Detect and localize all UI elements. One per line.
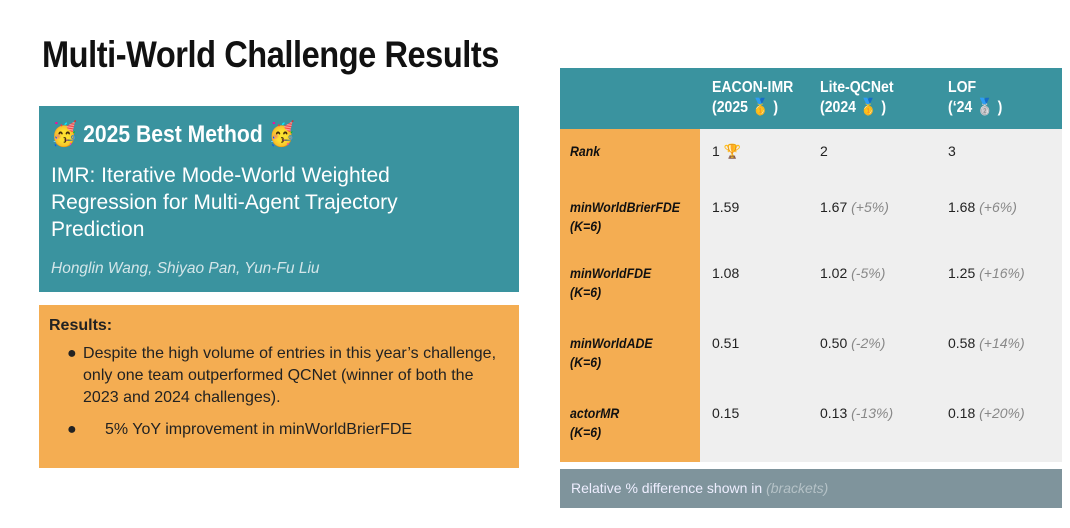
results-table: EACON-IMR (2025 🥇 ) Lite-QCNet (2024 🥇 ) LOF… [560,68,1062,462]
best-method-card: 🥳 2025 Best Method 🥳 IMR: Iterative Mode… [39,106,519,292]
table-cell: 1.25 (+16%) [948,265,1025,281]
results-heading: Results: [49,317,113,334]
table-cell: 1.67 (+5%) [820,199,889,215]
column-header: LOF (‘24 🥈 ) [948,79,1003,116]
best-method-heading: 🥳 2025 Best Method 🥳 [51,121,295,148]
column-header: Lite-QCNet (2024 🥇 ) [820,79,894,116]
row-label: minWorldFDE (K=6) [570,265,652,300]
table-cell: 3 [948,143,956,159]
table-cell: 1.59 [712,199,740,215]
table-cell: 0.50 (-2%) [820,335,886,351]
row-label: minWorldBrierFDE (K=6) [570,199,680,234]
table-cell: 0.18 (+20%) [948,405,1025,421]
row-label-column [560,129,700,462]
table-cell: 1 🏆 [712,143,742,159]
table-cell: 1.02 (-5%) [820,265,886,281]
table-cell: 1.68 (+6%) [948,199,1017,215]
table-cell: 1.08 [712,265,740,281]
paper-title: IMR: Iterative Mode-World Weighted Regre… [51,164,398,241]
table-cell: 0.13 (-13%) [820,405,894,421]
table-header [560,68,1062,129]
page-title: Multi-World Challenge Results [42,34,499,75]
table-cell: 0.15 [712,405,740,421]
bullet-item: ● Despite the high volume of entries in t… [67,345,497,406]
table-cell: 2 [820,143,828,159]
bullet-item: ● 5% YoY improvement in minWorldBrierFDE [67,421,413,438]
row-label: actorMR (K=6) [570,405,620,440]
results-card: Results: ● Despite the high volume of ent… [39,305,519,468]
table-cell: 0.58 (+14%) [948,335,1025,351]
table-cell: 0.51 [712,335,740,351]
row-label: minWorldADE (K=6) [570,335,653,370]
row-label: Rank [570,143,601,159]
authors: Honglin Wang, Shiyao Pan, Yun-Fu Liu [51,260,320,277]
column-header: EACON-IMR (2025 🥇 ) [712,79,794,116]
footnote: Relative % difference shown in (brackets… [560,469,1062,508]
